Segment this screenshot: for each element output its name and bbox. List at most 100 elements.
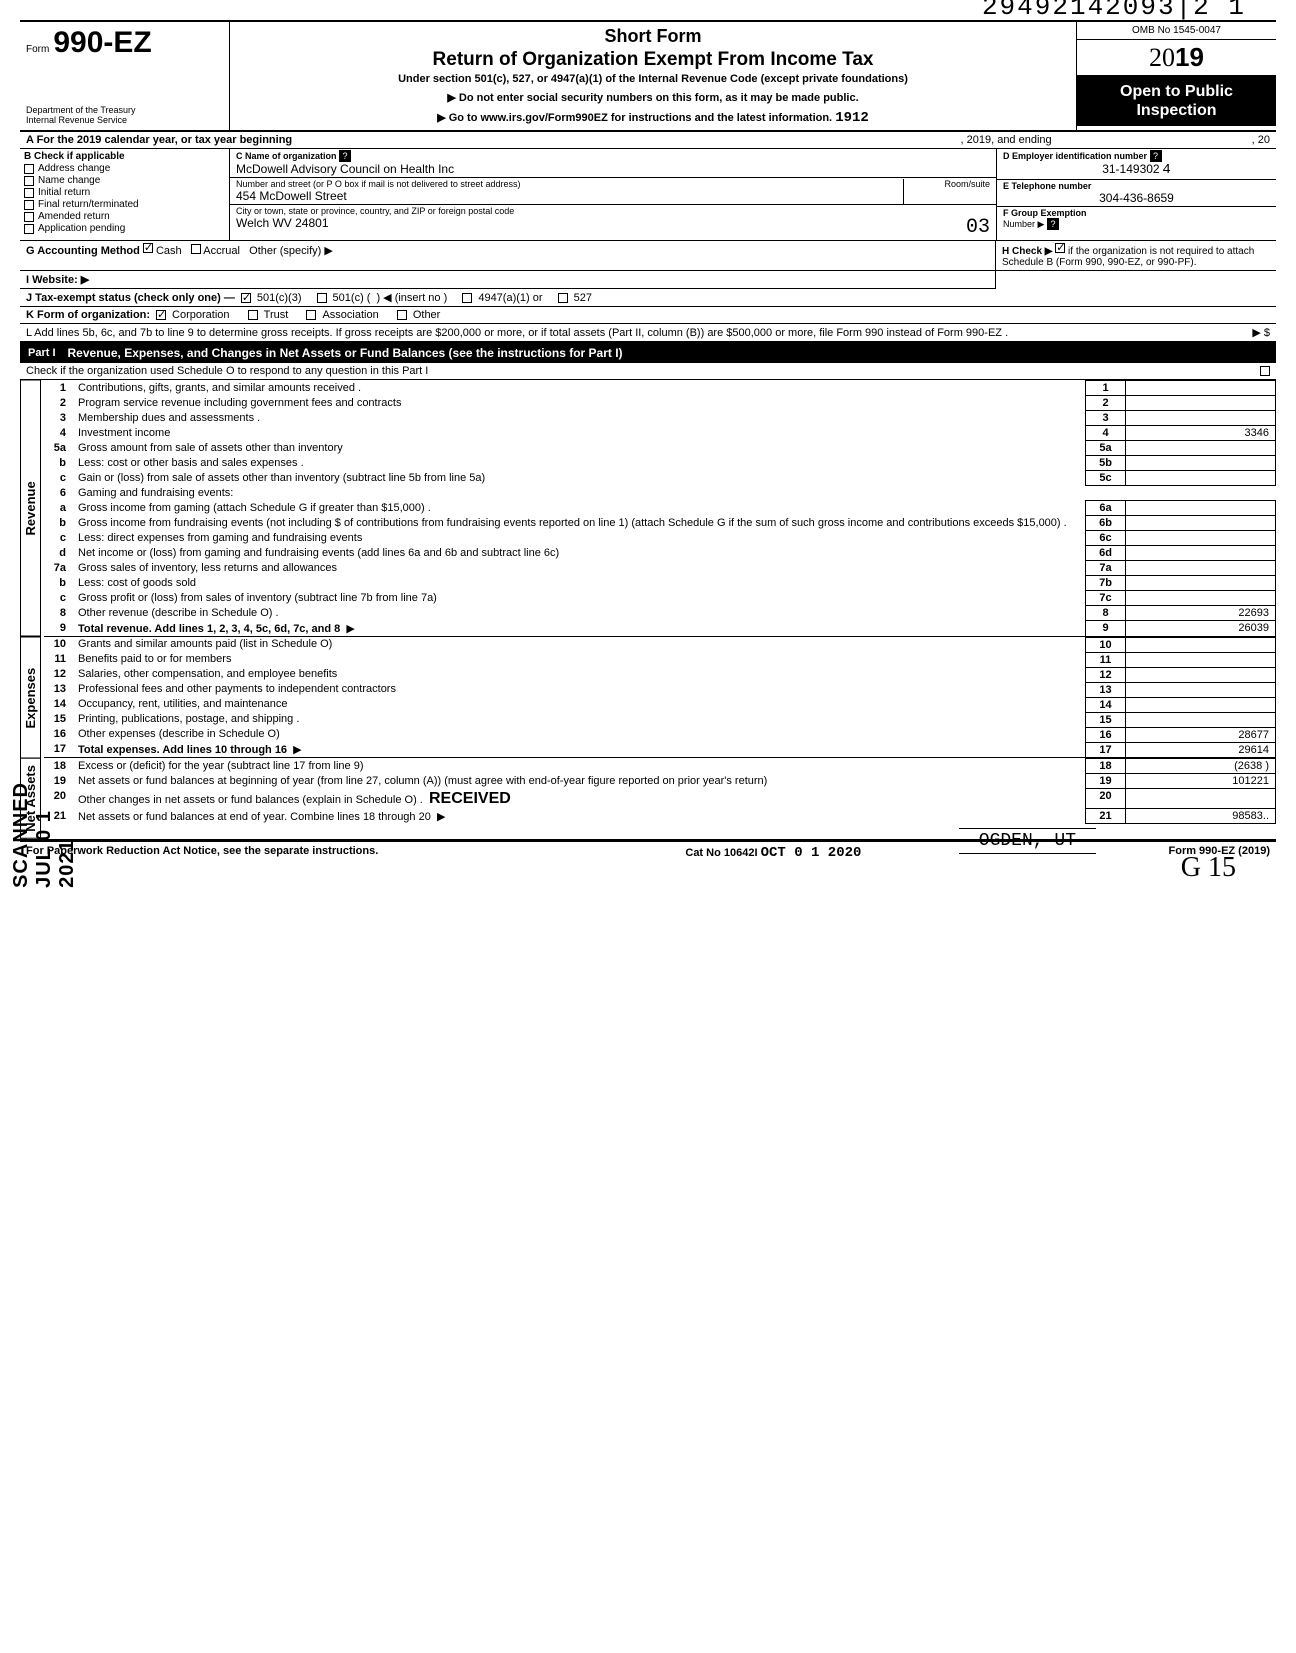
- line-5c: cGain or (loss) from sale of assets othe…: [44, 471, 1276, 486]
- chk-application-pending[interactable]: Application pending: [24, 223, 225, 234]
- line-14: 14Occupancy, rent, utilities, and mainte…: [44, 697, 1276, 712]
- goto-line: ▶ Go to www.irs.gov/Form990EZ for instru…: [238, 110, 1068, 126]
- part-i-title: Revenue, Expenses, and Changes in Net As…: [68, 346, 623, 360]
- tax-year: 2019: [1077, 40, 1276, 76]
- net-assets-table: 18Excess or (deficit) for the year (subt…: [44, 758, 1276, 824]
- line-10: 10Grants and similar amounts paid (list …: [44, 637, 1276, 652]
- chk-schedule-o[interactable]: [1260, 366, 1270, 376]
- line-3: 3Membership dues and assessments .3: [44, 411, 1276, 426]
- org-name: McDowell Advisory Council on Health Inc: [236, 162, 990, 176]
- line-6a: aGross income from gaming (attach Schedu…: [44, 501, 1276, 516]
- chk-amended-return[interactable]: Amended return: [24, 211, 225, 222]
- line-7c: cGross profit or (loss) from sales of in…: [44, 591, 1276, 606]
- received-stamp-inline: RECEIVED: [429, 790, 511, 807]
- row-a-left: A For the 2019 calendar year, or tax yea…: [26, 134, 292, 146]
- line-8: 8Other revenue (describe in Schedule O) …: [44, 606, 1276, 621]
- dept-block: Department of the Treasury Internal Reve…: [26, 106, 223, 126]
- row-k-form-org: K Form of organization: Corporation Trus…: [20, 307, 1276, 324]
- help-icon[interactable]: ?: [1047, 218, 1059, 230]
- chk-trust[interactable]: [248, 310, 258, 320]
- line-6d: dNet income or (loss) from gaming and fu…: [44, 546, 1276, 561]
- line-19: 19Net assets or fund balances at beginni…: [44, 774, 1276, 789]
- chk-501c[interactable]: [317, 293, 327, 303]
- phone-value: 304-436-8659: [1003, 191, 1270, 205]
- org-city: Welch WV 24801: [236, 216, 329, 239]
- line-6b: bGross income from fundraising events (n…: [44, 516, 1276, 531]
- line-20: 20Other changes in net assets or fund ba…: [44, 789, 1276, 809]
- help-icon[interactable]: ?: [339, 150, 351, 162]
- form-number-block: Form 990-EZ: [26, 26, 223, 60]
- year-suffix: 19: [1175, 42, 1204, 72]
- form-word: Form: [26, 44, 49, 55]
- line-7a: 7aGross sales of inventory, less returns…: [44, 561, 1276, 576]
- cell-ein: D Employer identification number ? 31-14…: [997, 149, 1276, 180]
- help-icon[interactable]: ?: [1150, 150, 1162, 162]
- cell-phone: E Telephone number 304-436-8659: [997, 180, 1276, 207]
- line-7b: bLess: cost of goods sold7b: [44, 576, 1276, 591]
- row-l-gross-receipts: L Add lines 5b, 6c, and 7b to line 9 to …: [20, 324, 1276, 343]
- line-16: 16Other expenses (describe in Schedule O…: [44, 727, 1276, 742]
- chk-accrual[interactable]: [191, 244, 201, 254]
- block-bcdef: B Check if applicable Address change Nam…: [20, 149, 1276, 241]
- chk-sched-b[interactable]: [1055, 243, 1065, 253]
- row-j-tax-exempt: J Tax-exempt status (check only one) — 5…: [20, 289, 1276, 307]
- col-def: D Employer identification number ? 31-14…: [996, 149, 1276, 240]
- form-header: Form 990-EZ Department of the Treasury I…: [20, 22, 1276, 132]
- row-a-right: , 20: [1252, 134, 1270, 146]
- dept-irs: Internal Revenue Service: [26, 116, 223, 126]
- ssn-warning: ▶ Do not enter social security numbers o…: [238, 91, 1068, 104]
- expenses-label: Expenses: [20, 637, 41, 759]
- main-title: Return of Organization Exempt From Incom…: [238, 49, 1068, 71]
- handwritten-corner: G 15: [1181, 852, 1236, 884]
- line-12: 12Salaries, other compensation, and empl…: [44, 667, 1276, 682]
- ogden-stamp: OGDEN, UT: [959, 828, 1096, 854]
- revenue-table: 1Contributions, gifts, grants, and simil…: [44, 380, 1276, 637]
- cell-group-exemption: F Group Exemption Number ▶ ?: [997, 207, 1276, 231]
- ein-value: 31-149302: [1102, 162, 1159, 176]
- footer-mid: Cat No 10642I OCT 0 1 2020: [685, 845, 861, 861]
- cell-org-name: C Name of organization ? McDowell Adviso…: [230, 149, 996, 178]
- section-expenses: Expenses 10Grants and similar amounts pa…: [20, 637, 1276, 759]
- header-middle: Short Form Return of Organization Exempt…: [230, 22, 1076, 130]
- dln-number: 29492142093|2 1: [982, 0, 1246, 22]
- chk-association[interactable]: [306, 310, 316, 320]
- chk-501c3[interactable]: [241, 293, 251, 303]
- chk-corporation[interactable]: [156, 310, 166, 320]
- chk-initial-return[interactable]: Initial return: [24, 187, 225, 198]
- section-revenue: Revenue 1Contributions, gifts, grants, a…: [20, 380, 1276, 637]
- chk-4947a1[interactable]: [462, 293, 472, 303]
- line-1: 1Contributions, gifts, grants, and simil…: [44, 381, 1276, 396]
- chk-address-change[interactable]: Address change: [24, 163, 225, 174]
- line-5b: bLess: cost or other basis and sales exp…: [44, 456, 1276, 471]
- expenses-table: 10Grants and similar amounts paid (list …: [44, 637, 1276, 759]
- form-990ez-page: 29492142093|2 1 SCANNED JUL 0 1 2021 For…: [20, 20, 1276, 864]
- chk-other-org[interactable]: [397, 310, 407, 320]
- chk-cash[interactable]: [143, 243, 153, 253]
- line-9: 9Total revenue. Add lines 1, 2, 3, 4, 5c…: [44, 621, 1276, 637]
- chk-name-change[interactable]: Name change: [24, 175, 225, 186]
- subtitle: Under section 501(c), 527, or 4947(a)(1)…: [238, 73, 1068, 85]
- h-schedule-b: H Check ▶ if the organization is not req…: [996, 241, 1276, 270]
- cell-city: City or town, state or province, country…: [230, 205, 996, 240]
- line-11: 11Benefits paid to or for members11: [44, 652, 1276, 667]
- b-header: B Check if applicable: [24, 151, 225, 162]
- part-i-check-line: Check if the organization used Schedule …: [20, 363, 1276, 380]
- org-address: 454 McDowell Street: [236, 189, 990, 203]
- goto-text: ▶ Go to www.irs.gov/Form990EZ for instru…: [437, 112, 832, 124]
- line-18: 18Excess or (deficit) for the year (subt…: [44, 759, 1276, 774]
- chk-527[interactable]: [558, 293, 568, 303]
- g-accounting: G Accounting Method Cash Accrual Other (…: [20, 241, 996, 270]
- part-i-label: Part I: [28, 347, 56, 359]
- line-6: 6Gaming and fundraising events:: [44, 486, 1276, 501]
- line-4: 4Investment income43346: [44, 426, 1276, 441]
- row-a: A For the 2019 calendar year, or tax yea…: [20, 132, 1276, 149]
- line-6c: cLess: direct expenses from gaming and f…: [44, 531, 1276, 546]
- line-13: 13Professional fees and other payments t…: [44, 682, 1276, 697]
- open-to-public: Open to Public Inspection: [1077, 76, 1276, 126]
- col-b: B Check if applicable Address change Nam…: [20, 149, 230, 240]
- header-left: Form 990-EZ Department of the Treasury I…: [20, 22, 230, 130]
- chk-final-return[interactable]: Final return/terminated: [24, 199, 225, 210]
- line-2: 2Program service revenue including gover…: [44, 396, 1276, 411]
- hw-03: 03: [966, 216, 990, 239]
- omb-number: OMB No 1545-0047: [1077, 22, 1276, 40]
